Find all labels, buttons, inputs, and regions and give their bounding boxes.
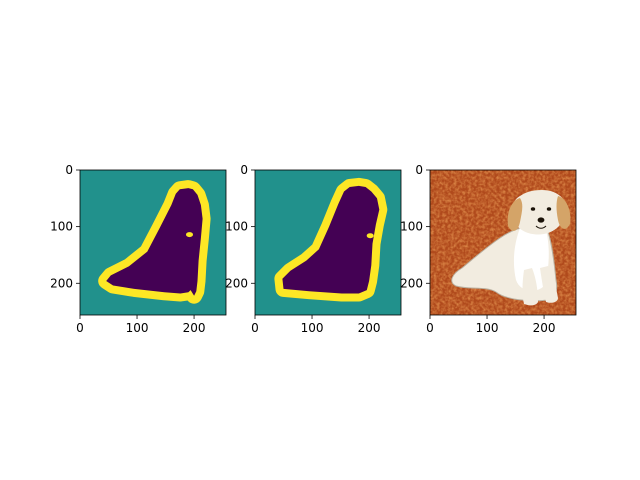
mask-object-region bbox=[282, 185, 380, 294]
dog-chest bbox=[513, 222, 549, 291]
x-tick-label: 100 bbox=[476, 321, 499, 335]
axes-frame bbox=[79, 169, 227, 316]
dog-ear-right bbox=[556, 196, 571, 229]
dog-mouth bbox=[535, 225, 547, 229]
panel-input-photo: 0 100 200 0 100 200 bbox=[400, 163, 577, 335]
mask-holes bbox=[366, 233, 374, 239]
dog-illustration bbox=[451, 190, 571, 306]
axes-frame bbox=[254, 169, 402, 316]
x-tick-label: 0 bbox=[76, 321, 84, 335]
dog-ear-left bbox=[507, 198, 523, 231]
x-tick-label: 100 bbox=[126, 321, 149, 335]
dog-eye bbox=[546, 207, 552, 211]
y-tick-label: 0 bbox=[240, 163, 248, 177]
mask-object-region bbox=[106, 188, 203, 296]
dog-eye bbox=[530, 207, 536, 211]
y-tick-label: 0 bbox=[415, 163, 423, 177]
x-tick-label: 0 bbox=[426, 321, 434, 335]
y-tick-label: 100 bbox=[400, 220, 423, 234]
y-tick-label: 200 bbox=[400, 276, 423, 290]
axis-ticks: 0 100 200 0 100 200 bbox=[400, 163, 555, 335]
dog-front-leg bbox=[540, 266, 558, 303]
x-tick-label: 200 bbox=[183, 321, 206, 335]
dog-head bbox=[512, 190, 566, 235]
y-tick-label: 200 bbox=[225, 276, 248, 290]
panel-predicted-mask: 0 100 200 0 100 200 bbox=[225, 163, 402, 335]
panel-ground-truth-mask: 0 100 200 0 100 200 bbox=[50, 163, 227, 335]
y-tick-label: 200 bbox=[50, 276, 73, 290]
x-tick-label: 100 bbox=[301, 321, 324, 335]
mask-hole bbox=[366, 233, 374, 239]
x-tick-label: 200 bbox=[358, 321, 381, 335]
x-tick-label: 200 bbox=[533, 321, 556, 335]
axis-ticks: 0 100 200 0 100 200 bbox=[225, 163, 380, 335]
x-tick-label: 0 bbox=[251, 321, 259, 335]
mask-hole bbox=[186, 232, 193, 238]
mask-holes bbox=[186, 232, 193, 238]
axes-frame bbox=[429, 169, 577, 316]
y-tick-label: 100 bbox=[225, 220, 248, 234]
dog-nose bbox=[537, 217, 545, 223]
y-tick-label: 0 bbox=[65, 163, 73, 177]
axis-ticks: 0 100 200 0 100 200 bbox=[50, 163, 205, 335]
y-tick-label: 100 bbox=[50, 220, 73, 234]
dog-front-leg bbox=[522, 268, 538, 306]
